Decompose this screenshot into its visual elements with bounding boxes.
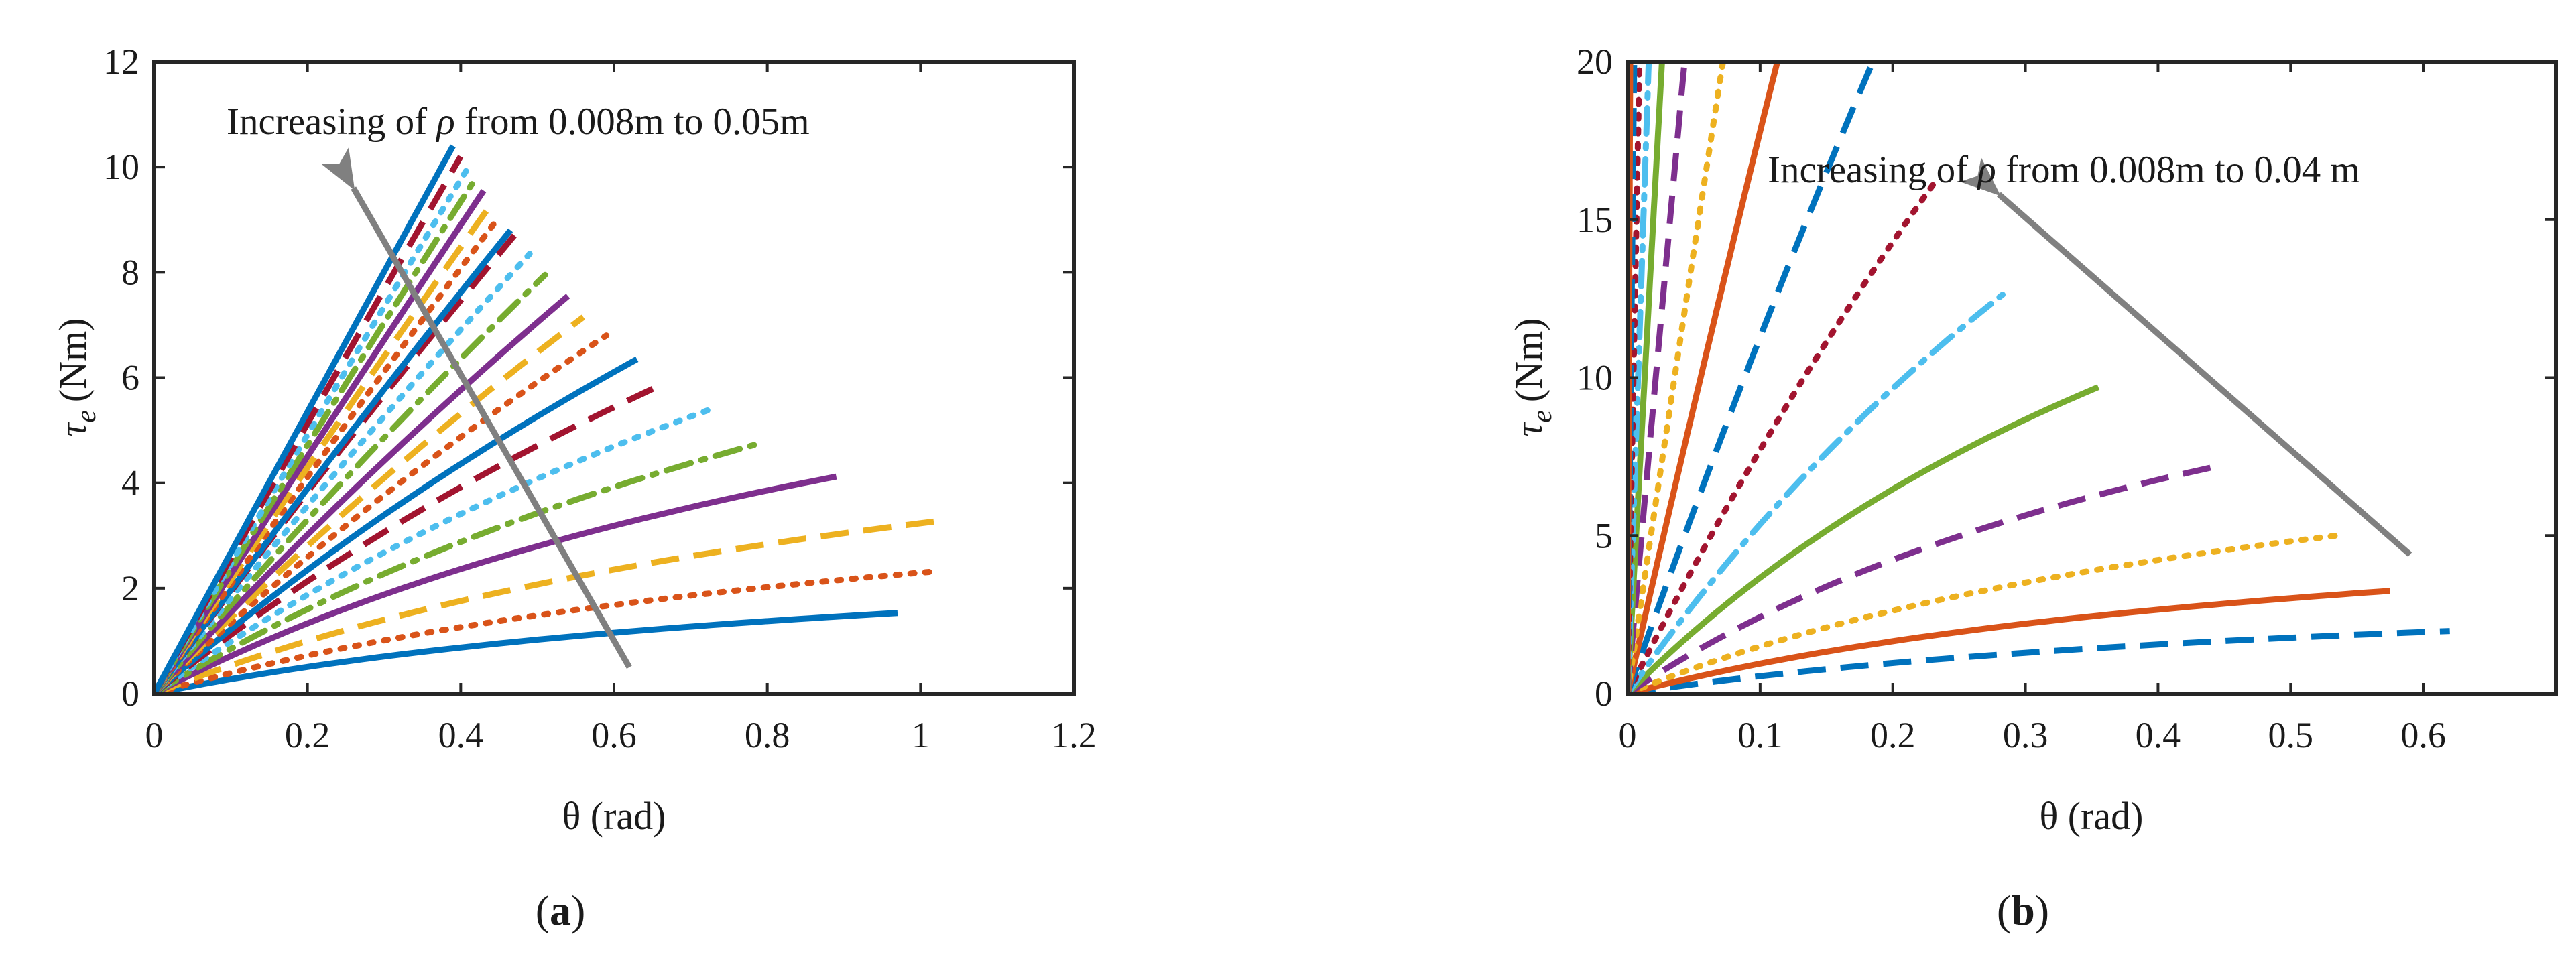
trend-arrow-b	[1960, 157, 2412, 557]
series-line-b-6	[1628, 178, 1939, 694]
series-line-a-2	[154, 518, 936, 694]
y-tick-label-a-4: 8	[121, 252, 139, 292]
series-group-a	[154, 144, 939, 694]
trend-arrow-a	[320, 147, 632, 669]
x-ticks-b: 0 0.1 0.2 0.3 0.4 0.5 0.6	[1619, 62, 2446, 755]
y-ticks-b: 0 5 10 15 20	[1577, 42, 2556, 714]
y-tick-label-b-2: 10	[1577, 358, 1613, 398]
series-line-b-7	[1628, 62, 1876, 694]
series-line-a-7	[154, 357, 639, 694]
x-axis-label-b: θ (rad)	[2040, 794, 2144, 838]
annotation-a-symbol: ρ	[435, 101, 454, 143]
x-tick-label-a-3: 0.6	[591, 715, 637, 755]
annotation-b-symbol: ρ	[1976, 149, 1996, 191]
y-axis-label-a: τe (Nm)	[51, 318, 102, 436]
y-tick-label-b-1: 5	[1595, 515, 1613, 556]
series-line-b-5	[1628, 289, 2009, 694]
x-tick-label-b-3: 0.3	[2003, 715, 2048, 755]
x-tick-label-a-0: 0	[145, 715, 164, 755]
series-line-a-14	[154, 228, 513, 694]
y-tick-label-a-3: 6	[121, 358, 139, 398]
annotation-a-suffix: from 0.008m to 0.05m	[455, 101, 810, 143]
y-tick-label-b-3: 15	[1577, 200, 1613, 240]
series-line-a-9	[154, 314, 586, 694]
panel-label-b: (b)	[1997, 887, 2049, 934]
x-tick-label-b-1: 0.1	[1737, 715, 1783, 755]
y-tick-label-a-2: 4	[121, 463, 139, 503]
y-tick-label-b-0: 0	[1595, 673, 1613, 714]
y-axis-label-b-units: (Nm)	[1507, 318, 1550, 402]
x-tick-label-b-0: 0	[1619, 715, 1637, 755]
x-tick-label-a-5: 1	[912, 715, 930, 755]
y-ticks-a: 0 2 4 6 8 10 12	[103, 42, 1074, 714]
series-line-a-10	[154, 294, 570, 694]
series-line-a-8	[154, 332, 610, 694]
y-axis-label-a-symbol: τ	[51, 422, 95, 437]
x-ticks-a: 0 0.2 0.4 0.6 0.8 1 1.2	[145, 62, 1097, 755]
y-axis-label-a-subscript: e	[71, 410, 102, 423]
x-tick-label-b-4: 0.4	[2136, 715, 2181, 755]
series-line-b-8	[1628, 62, 1780, 694]
series-line-a-5	[154, 405, 717, 694]
series-line-a-21	[154, 144, 456, 694]
panel-label-a-letter: a	[550, 887, 571, 934]
y-axis-label-a-units: (Nm)	[51, 318, 95, 402]
series-line-a-4	[154, 440, 763, 694]
x-tick-label-b-6: 0.6	[2400, 715, 2446, 755]
x-axis-label-a: θ (rad)	[562, 794, 666, 838]
x-tick-label-a-4: 0.8	[745, 715, 790, 755]
series-line-b-10	[1628, 62, 1688, 694]
x-tick-label-a-2: 0.4	[438, 715, 484, 755]
y-tick-label-b-4: 20	[1577, 42, 1613, 82]
y-axis-label-b-symbol: τ	[1507, 422, 1550, 437]
plot-area-a	[152, 60, 1076, 696]
series-line-b-0	[1628, 628, 2450, 694]
annotation-b-prefix: Increasing of	[1768, 149, 1977, 191]
annotation-b-suffix: from 0.008m to 0.04 m	[1996, 149, 2360, 191]
x-tick-label-a-1: 0.2	[285, 715, 330, 755]
series-line-a-3	[154, 473, 837, 694]
series-line-a-15	[154, 214, 502, 694]
y-axis-label-b-subscript: e	[1527, 410, 1558, 423]
panel-label-a: (a)	[536, 887, 586, 934]
chart-panel-a: 0 0.2 0.4 0.6 0.8 1 1.2 0 2 4 6 8 10 12 Increasing o…	[51, 42, 1097, 934]
series-line-b-1	[1628, 588, 2391, 694]
y-tick-label-a-0: 0	[121, 673, 139, 714]
y-tick-label-a-1: 2	[121, 568, 139, 608]
series-line-b-4	[1628, 384, 2100, 694]
y-axis-label-b: τe (Nm)	[1507, 318, 1558, 436]
series-line-b-2	[1628, 532, 2340, 694]
chart-panel-b: 0 0.1 0.2 0.3 0.4 0.5 0.6 0 5 10 15 20 Increasing …	[1507, 42, 2558, 934]
panel-label-b-letter: b	[2011, 887, 2035, 934]
annotation-a: Increasing of ρ from 0.008m to 0.05m	[227, 101, 810, 143]
series-line-a-11	[154, 271, 548, 694]
x-tick-label-a-6: 1.2	[1051, 715, 1097, 755]
y-tick-label-a-6: 12	[103, 42, 139, 82]
series-line-b-3	[1628, 463, 2219, 694]
annotation-b: Increasing of ρ from 0.008m to 0.04 m	[1768, 149, 2360, 191]
y-tick-label-a-5: 10	[103, 147, 139, 187]
x-tick-label-b-2: 0.2	[1870, 715, 1916, 755]
x-tick-label-b-5: 0.5	[2268, 715, 2314, 755]
series-line-a-6	[154, 383, 662, 694]
series-line-a-1	[154, 568, 939, 694]
series-line-a-12	[154, 251, 533, 694]
annotation-a-prefix: Increasing of	[227, 101, 436, 143]
series-line-b-9	[1628, 62, 1726, 694]
series-line-a-0	[154, 610, 898, 694]
